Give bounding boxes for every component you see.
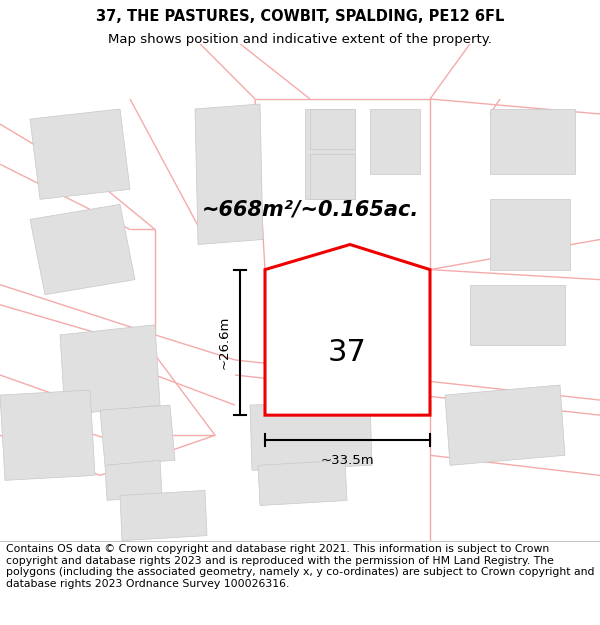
Text: Map shows position and indicative extent of the property.: Map shows position and indicative extent… bbox=[108, 32, 492, 46]
Polygon shape bbox=[0, 390, 95, 481]
Text: Contains OS data © Crown copyright and database right 2021. This information is : Contains OS data © Crown copyright and d… bbox=[6, 544, 595, 589]
Polygon shape bbox=[305, 109, 355, 199]
Polygon shape bbox=[370, 109, 420, 174]
Text: 37: 37 bbox=[328, 338, 367, 367]
Polygon shape bbox=[60, 325, 160, 415]
Polygon shape bbox=[105, 461, 162, 501]
Text: 37, THE PASTURES, COWBIT, SPALDING, PE12 6FL: 37, THE PASTURES, COWBIT, SPALDING, PE12… bbox=[96, 9, 504, 24]
Text: ~33.5m: ~33.5m bbox=[320, 454, 374, 467]
Polygon shape bbox=[310, 109, 355, 149]
Polygon shape bbox=[30, 109, 130, 199]
Polygon shape bbox=[120, 491, 207, 541]
Polygon shape bbox=[195, 104, 263, 244]
Polygon shape bbox=[275, 300, 395, 390]
Text: ~668m²/~0.165ac.: ~668m²/~0.165ac. bbox=[202, 199, 419, 219]
Polygon shape bbox=[258, 461, 347, 506]
Text: ~26.6m: ~26.6m bbox=[218, 316, 230, 369]
Polygon shape bbox=[470, 284, 565, 345]
Polygon shape bbox=[490, 109, 575, 174]
Polygon shape bbox=[490, 199, 570, 269]
Polygon shape bbox=[265, 244, 430, 415]
Polygon shape bbox=[445, 385, 565, 466]
Polygon shape bbox=[250, 400, 372, 471]
Polygon shape bbox=[310, 154, 355, 199]
Polygon shape bbox=[30, 204, 135, 295]
Polygon shape bbox=[100, 405, 175, 466]
